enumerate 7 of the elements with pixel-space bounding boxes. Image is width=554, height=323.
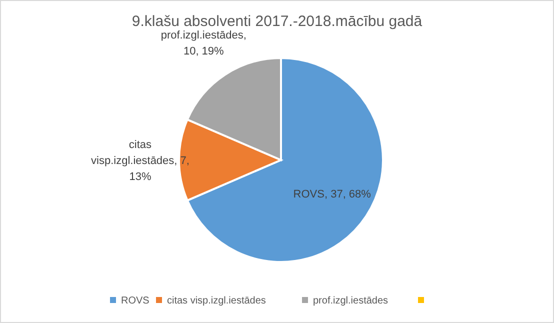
data-label: citas visp.izgl.iestādes, 7, 13% xyxy=(91,139,190,183)
data-label: ROVS, 37, 68% xyxy=(293,188,372,201)
chart-title: 9.klašu absolventi 2017.-2018.mācību gadā xyxy=(132,13,423,30)
legend-label: prof.izgl.iestādes xyxy=(313,296,388,306)
legend-label: citas visp.izgl.iestādes xyxy=(167,296,266,306)
data-label: prof.izgl.iestādes, 10, 19% xyxy=(160,29,246,58)
legend-label: ROVS xyxy=(121,296,150,306)
